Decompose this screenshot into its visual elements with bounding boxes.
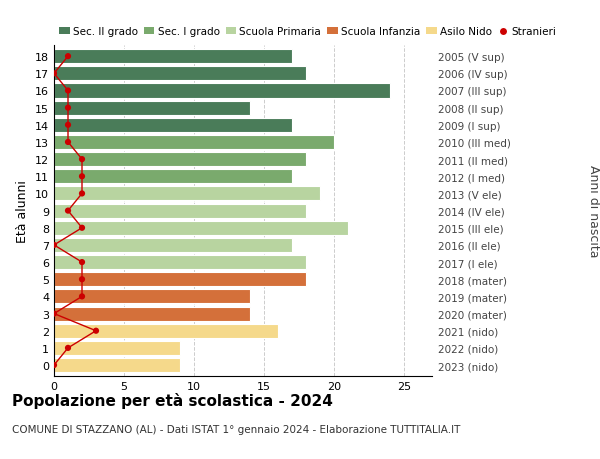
Bar bbox=[54, 153, 306, 167]
Bar bbox=[54, 84, 390, 98]
Text: Anni di nascita: Anni di nascita bbox=[587, 165, 600, 257]
Point bbox=[49, 242, 59, 249]
Bar bbox=[54, 187, 320, 201]
Point bbox=[49, 310, 59, 318]
Bar bbox=[54, 221, 348, 235]
Point bbox=[63, 139, 73, 146]
Bar bbox=[54, 324, 278, 338]
Bar bbox=[54, 118, 292, 133]
Bar bbox=[54, 290, 250, 304]
Point bbox=[91, 327, 101, 335]
Point bbox=[77, 293, 87, 301]
Bar bbox=[54, 341, 180, 355]
Point bbox=[77, 276, 87, 283]
Bar bbox=[54, 101, 250, 115]
Text: Popolazione per età scolastica - 2024: Popolazione per età scolastica - 2024 bbox=[12, 392, 333, 409]
Bar bbox=[54, 204, 306, 218]
Point bbox=[77, 259, 87, 266]
Legend: Sec. II grado, Sec. I grado, Scuola Primaria, Scuola Infanzia, Asilo Nido, Stran: Sec. II grado, Sec. I grado, Scuola Prim… bbox=[59, 28, 557, 37]
Point bbox=[63, 53, 73, 61]
Point bbox=[77, 190, 87, 198]
Point bbox=[63, 207, 73, 215]
Point bbox=[77, 156, 87, 163]
Point bbox=[63, 122, 73, 129]
Y-axis label: Età alunni: Età alunni bbox=[16, 180, 29, 242]
Bar bbox=[54, 238, 292, 252]
Point bbox=[77, 173, 87, 180]
Bar bbox=[54, 273, 306, 287]
Point bbox=[77, 224, 87, 232]
Point bbox=[63, 105, 73, 112]
Bar bbox=[54, 307, 250, 321]
Bar bbox=[54, 170, 292, 184]
Bar bbox=[54, 135, 334, 150]
Point bbox=[49, 71, 59, 78]
Bar bbox=[54, 50, 292, 64]
Bar bbox=[54, 67, 306, 81]
Point bbox=[49, 362, 59, 369]
Point bbox=[63, 88, 73, 95]
Text: COMUNE DI STAZZANO (AL) - Dati ISTAT 1° gennaio 2024 - Elaborazione TUTTITALIA.I: COMUNE DI STAZZANO (AL) - Dati ISTAT 1° … bbox=[12, 425, 460, 435]
Bar bbox=[54, 256, 306, 269]
Bar bbox=[54, 358, 180, 372]
Point bbox=[63, 344, 73, 352]
